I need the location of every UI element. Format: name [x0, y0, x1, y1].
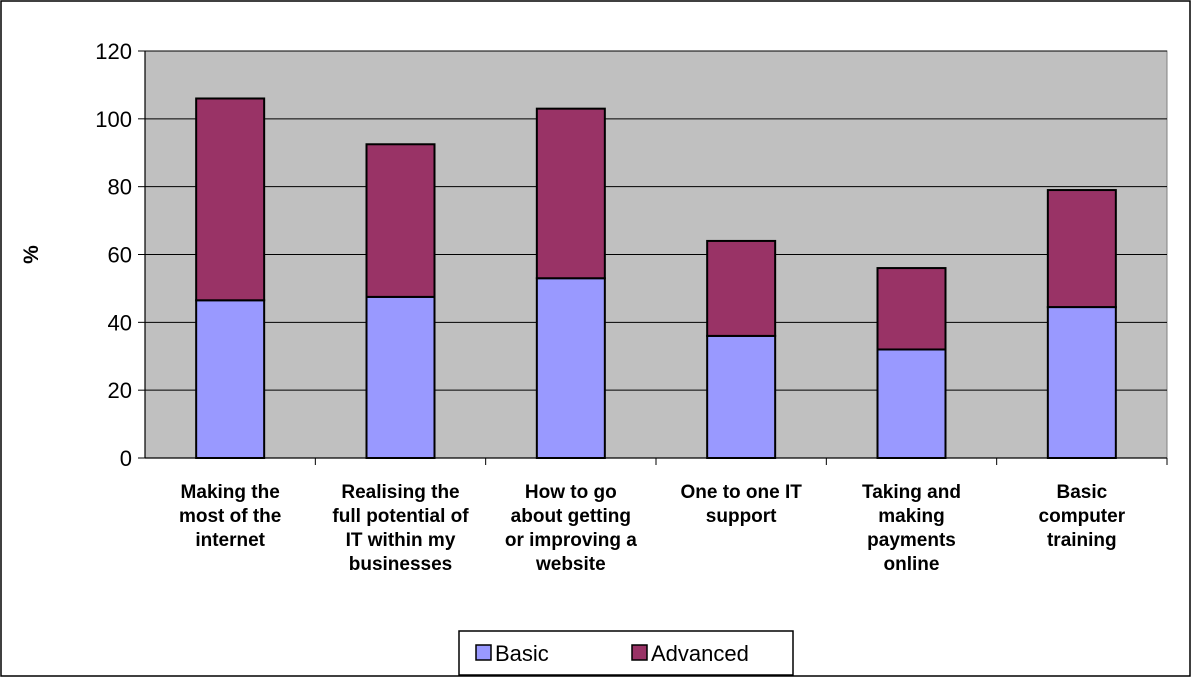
labels: 0 20 40 60 80 100 120 Making the most of the inte…	[95, 39, 1125, 575]
x-category-label: Making the most of the internet	[179, 482, 281, 551]
x-category-label: Realising the full potential of IT within …	[332, 482, 469, 575]
y-tick-label: 120	[95, 39, 132, 64]
x-category-label: One to one IT support	[680, 482, 802, 527]
bar-segment-basic	[365, 295, 436, 460]
bar-segment-advanced	[535, 107, 606, 280]
bar-segment-basic	[706, 334, 777, 459]
y-tick-label: 60	[108, 243, 132, 268]
bar-segment-basic	[1046, 306, 1117, 459]
bar-segment-advanced	[1046, 189, 1117, 309]
x-category-label: Basic computer training	[1039, 482, 1126, 551]
legend-swatch-advanced	[631, 644, 648, 661]
legend: Basic Advanced	[458, 630, 794, 676]
bar-segment-advanced	[195, 97, 266, 302]
x-category-label: Taking and making payments online	[862, 482, 961, 575]
bar-segment-basic	[876, 348, 947, 460]
y-tick-label: 40	[108, 310, 132, 335]
legend-swatch-basic	[475, 644, 492, 661]
gridlines	[145, 50, 1167, 391]
bar-segment-basic	[195, 299, 266, 459]
y-tick-label: 20	[108, 378, 132, 403]
legend-label-basic: Basic	[495, 641, 549, 666]
bars	[195, 97, 1117, 460]
bar-segment-advanced	[706, 239, 777, 337]
axes	[138, 50, 1168, 465]
legend-box	[458, 630, 794, 676]
legend-label-advanced: Advanced	[651, 641, 749, 666]
x-category-label: How to go about getting or improving a webs…	[505, 482, 637, 575]
bar-segment-advanced	[365, 143, 436, 298]
bar-segment-basic	[535, 277, 606, 459]
y-tick-label: 0	[120, 446, 132, 471]
y-tick-label: 80	[108, 175, 132, 200]
y-axis-label: %	[20, 245, 43, 264]
bar-segment-advanced	[876, 267, 947, 351]
y-tick-label: 100	[95, 107, 132, 132]
